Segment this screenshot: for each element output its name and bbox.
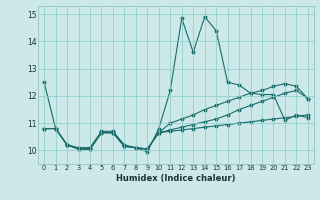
X-axis label: Humidex (Indice chaleur): Humidex (Indice chaleur) bbox=[116, 174, 236, 183]
